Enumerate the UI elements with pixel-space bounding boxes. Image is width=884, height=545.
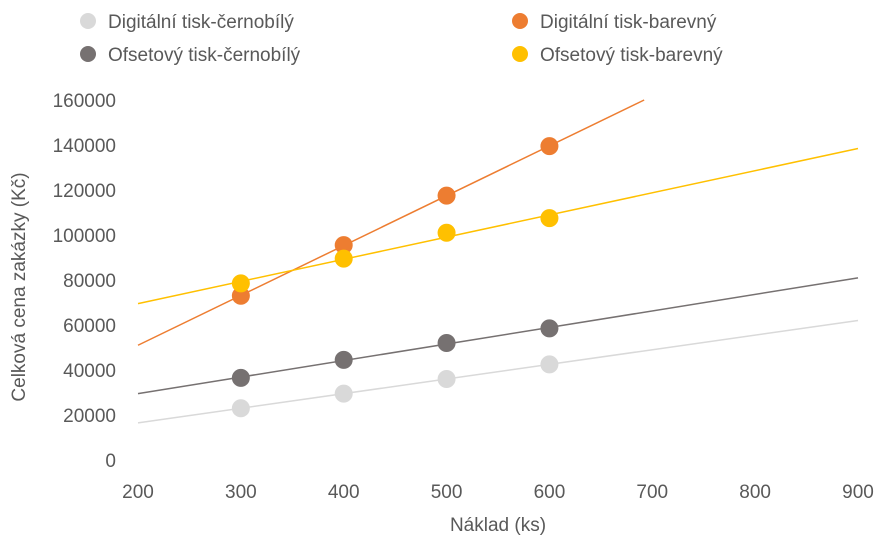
legend-label: Ofsetový tisk-barevný <box>540 45 723 66</box>
x-axis-title: Náklad (ks) <box>450 515 546 536</box>
data-point-series-3 <box>437 334 456 352</box>
legend-marker <box>512 46 528 62</box>
legend-label: Ofsetový tisk-černobílý <box>108 45 301 66</box>
y-axis-title: Celková cena zakázky (Kč) <box>9 172 30 401</box>
data-point-series-3 <box>231 368 250 387</box>
x-tick-label: 200 <box>122 482 154 503</box>
legend-marker <box>80 46 96 62</box>
data-point-series-4 <box>334 249 353 268</box>
data-point-series-4 <box>231 274 250 293</box>
data-point-series-2 <box>540 137 559 156</box>
x-tick-label: 700 <box>636 482 668 503</box>
legend-marker <box>80 13 96 29</box>
legend: Digitální tisk-černobílý Digitální tisk-b… <box>80 12 723 66</box>
trendlines <box>137 99 859 424</box>
x-tick-label: 800 <box>739 482 771 503</box>
data-point-series-2 <box>231 286 250 305</box>
y-tick-label: 160000 <box>53 91 116 112</box>
trendline-series-1 <box>137 319 859 424</box>
legend-marker <box>512 13 528 29</box>
data-point-series-4 <box>437 223 456 242</box>
x-tick-label: 600 <box>534 482 566 503</box>
data-point-series-3 <box>540 319 559 338</box>
y-tick-label: 140000 <box>53 136 116 157</box>
data-point-series-4 <box>540 209 559 228</box>
y-tick-label: 80000 <box>63 271 116 292</box>
x-tick-label: 500 <box>431 482 463 503</box>
data-point-series-2 <box>437 186 456 205</box>
y-tick-label: 20000 <box>63 406 116 427</box>
data-point-series-1 <box>231 399 250 418</box>
trendline-series-3 <box>137 277 859 395</box>
legend-label: Digitální tisk-černobílý <box>108 12 294 33</box>
y-tick-label: 60000 <box>63 316 116 337</box>
data-point-series-2 <box>334 236 353 255</box>
y-tick-label: 40000 <box>63 361 116 382</box>
data-point-series-1 <box>540 355 559 374</box>
trendline-series-2 <box>137 99 645 346</box>
data-point-series-3 <box>334 350 353 369</box>
data-point-series-1 <box>437 370 456 388</box>
x-tick-label: 300 <box>225 482 257 503</box>
data-point-series-1 <box>334 384 353 403</box>
y-axis-ticks: 0 20000 40000 60000 80000 100000 120000 140000 1… <box>53 91 116 472</box>
trendline-series-4 <box>137 147 859 305</box>
legend-label: Digitální tisk-barevný <box>540 12 717 33</box>
y-tick-label: 120000 <box>53 181 116 202</box>
y-tick-label: 100000 <box>53 226 116 247</box>
y-tick-label: 0 <box>105 451 116 472</box>
data-points <box>231 137 559 418</box>
x-tick-label: 400 <box>328 482 360 503</box>
x-tick-label: 900 <box>842 482 874 503</box>
x-axis-ticks: 200 300 400 500 600 700 800 900 <box>122 482 874 503</box>
